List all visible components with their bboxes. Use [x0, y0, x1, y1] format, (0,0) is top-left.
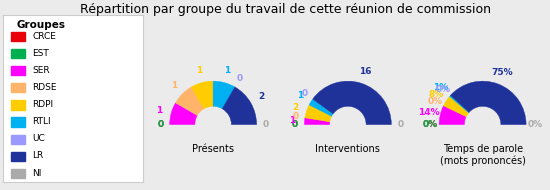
Text: 75%: 75%: [492, 68, 514, 77]
Wedge shape: [191, 81, 213, 109]
Wedge shape: [439, 106, 466, 125]
Wedge shape: [175, 87, 204, 116]
Text: 2: 2: [292, 103, 298, 112]
Text: 1: 1: [196, 66, 202, 75]
Text: 0%: 0%: [422, 120, 437, 129]
Wedge shape: [450, 81, 526, 125]
Text: 0%: 0%: [528, 120, 543, 129]
Text: Répartition par groupe du travail de cette réunion de commission: Répartition par groupe du travail de cet…: [80, 3, 492, 16]
FancyBboxPatch shape: [11, 117, 25, 127]
Text: RTLI: RTLI: [32, 117, 51, 126]
FancyBboxPatch shape: [11, 49, 25, 58]
Text: 1: 1: [298, 91, 304, 100]
FancyBboxPatch shape: [11, 152, 25, 161]
Text: 2: 2: [258, 92, 265, 101]
Text: Temps de parole
(mots prononcés): Temps de parole (mots prononcés): [439, 144, 526, 166]
Text: 8%: 8%: [428, 90, 444, 99]
Text: 0: 0: [398, 120, 404, 129]
FancyBboxPatch shape: [11, 32, 25, 41]
Text: 0: 0: [293, 112, 299, 121]
Text: 0: 0: [302, 89, 308, 98]
Text: 0%: 0%: [422, 120, 437, 129]
Text: 1: 1: [289, 116, 295, 125]
FancyBboxPatch shape: [11, 169, 25, 178]
Text: 0%: 0%: [436, 85, 451, 93]
Text: Présents: Présents: [192, 144, 234, 154]
Text: RDPI: RDPI: [32, 100, 53, 109]
Wedge shape: [222, 87, 257, 125]
Text: 0: 0: [292, 120, 298, 129]
Text: RDSE: RDSE: [32, 83, 57, 92]
Text: 0: 0: [157, 120, 163, 129]
Text: EST: EST: [32, 49, 49, 58]
Text: 1: 1: [224, 66, 230, 75]
Text: NI: NI: [32, 169, 42, 177]
Text: Groupes: Groupes: [16, 20, 66, 30]
Text: CRCE: CRCE: [32, 32, 56, 41]
Text: 0: 0: [236, 74, 243, 83]
Wedge shape: [313, 81, 392, 125]
Wedge shape: [169, 103, 197, 125]
Text: LR: LR: [32, 151, 43, 160]
FancyBboxPatch shape: [11, 66, 25, 75]
FancyBboxPatch shape: [11, 100, 25, 110]
Wedge shape: [309, 99, 333, 116]
Text: Interventions: Interventions: [316, 144, 380, 154]
Text: 1: 1: [156, 106, 162, 115]
Text: 1%: 1%: [433, 83, 448, 92]
Wedge shape: [443, 97, 469, 117]
Text: UC: UC: [32, 134, 45, 143]
Wedge shape: [304, 118, 330, 125]
Text: 1: 1: [170, 81, 177, 90]
Text: SER: SER: [32, 66, 50, 75]
Text: 16: 16: [359, 67, 371, 76]
Text: 0%: 0%: [427, 97, 443, 106]
Wedge shape: [449, 95, 469, 113]
FancyBboxPatch shape: [11, 83, 25, 93]
Text: 0: 0: [263, 120, 269, 129]
Text: 14%: 14%: [417, 108, 439, 117]
Wedge shape: [305, 105, 332, 122]
Text: 0: 0: [157, 120, 163, 129]
Wedge shape: [213, 81, 235, 109]
FancyBboxPatch shape: [11, 135, 25, 144]
Text: 0: 0: [292, 120, 298, 129]
